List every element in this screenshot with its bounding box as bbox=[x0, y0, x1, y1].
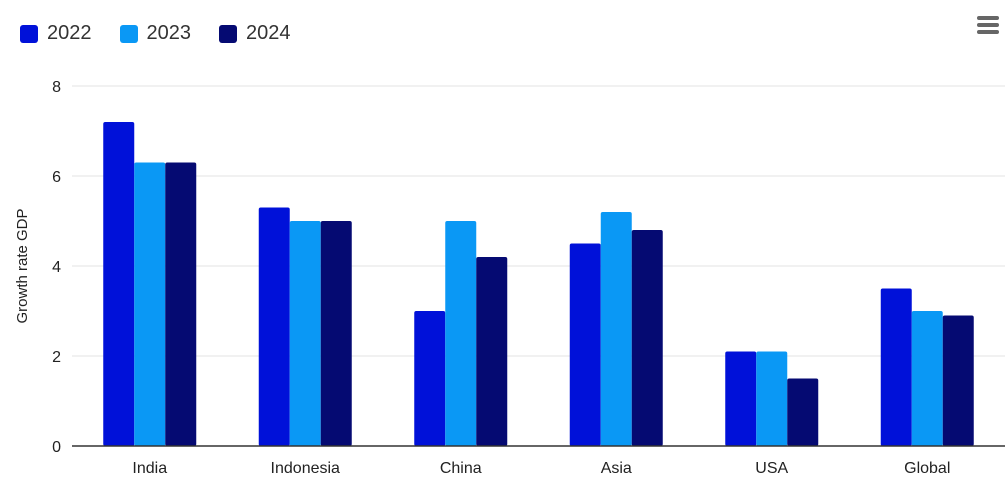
y-axis-title: Growth rate GDP bbox=[14, 208, 31, 323]
bar-2023-usa[interactable] bbox=[756, 351, 788, 447]
y-tick-label: 8 bbox=[52, 79, 61, 96]
bar-2022-usa[interactable] bbox=[725, 351, 757, 447]
bar-2024-asia[interactable] bbox=[631, 230, 663, 446]
hamburger-menu-icon[interactable] bbox=[977, 16, 999, 36]
legend-label-2023: 2023 bbox=[146, 22, 192, 44]
bar-2023-global[interactable] bbox=[911, 311, 943, 446]
bar-2022-india[interactable] bbox=[103, 122, 135, 446]
legend-swatch-2024 bbox=[219, 24, 237, 43]
legend-label-2022: 2022 bbox=[47, 22, 92, 44]
axes: 0 2 4 6 8 India Indonesia China Asia USA Global bbox=[52, 79, 1005, 477]
bar-2024-china[interactable] bbox=[476, 257, 508, 446]
x-tick-label: Indonesia bbox=[271, 460, 340, 477]
legend-item-2024[interactable]: 2024 bbox=[219, 22, 291, 45]
legend-swatch-2023 bbox=[119, 24, 138, 43]
bar-2022-indonesia[interactable] bbox=[258, 207, 290, 447]
x-tick-label: USA bbox=[755, 460, 788, 477]
bar-2022-asia[interactable] bbox=[569, 243, 601, 447]
y-tick-label: 4 bbox=[52, 259, 61, 276]
legend-label-2024: 2024 bbox=[246, 22, 291, 44]
bar-2022-china[interactable] bbox=[414, 311, 446, 446]
bar-2024-usa[interactable] bbox=[787, 378, 819, 447]
x-tick-label: India bbox=[132, 460, 167, 477]
bar-2023-china[interactable] bbox=[445, 221, 477, 446]
legend-item-2022[interactable]: 2022 bbox=[20, 22, 92, 45]
legend-swatch-2022 bbox=[20, 24, 38, 43]
legend-item-2023[interactable]: 2023 bbox=[119, 22, 192, 45]
x-tick-label: China bbox=[440, 460, 482, 477]
x-tick-label: Global bbox=[904, 460, 950, 477]
bar-2024-global[interactable] bbox=[942, 315, 974, 447]
bar-2022-global[interactable] bbox=[880, 288, 912, 447]
bars bbox=[103, 122, 974, 446]
x-tick-label: Asia bbox=[601, 460, 632, 477]
bar-2024-indonesia[interactable] bbox=[320, 221, 352, 446]
chart-legend: 2022 2023 2024 bbox=[20, 22, 319, 45]
grid-lines bbox=[72, 85, 1005, 357]
bar-2023-indonesia[interactable] bbox=[289, 221, 321, 446]
bar-2023-india[interactable] bbox=[134, 162, 166, 447]
y-tick-label: 6 bbox=[52, 169, 61, 186]
bar-2024-india[interactable] bbox=[165, 162, 197, 447]
y-tick-label: 2 bbox=[52, 349, 61, 366]
bar-2023-asia[interactable] bbox=[600, 212, 632, 446]
y-tick-label: 0 bbox=[52, 439, 61, 456]
